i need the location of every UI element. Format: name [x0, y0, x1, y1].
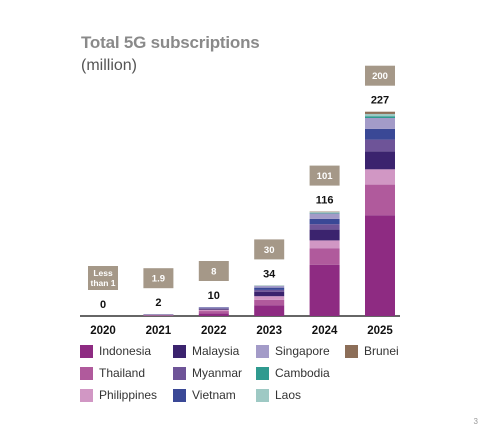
bar-segment-vietnam-2025 [365, 128, 395, 140]
x-tick-label: 2024 [312, 325, 338, 337]
bar-segment-indonesia-2025 [365, 215, 395, 316]
bar-segment-cambodia-2024 [309, 212, 340, 214]
bar-segment-myanmar-2025 [365, 139, 395, 152]
legend-swatch [80, 388, 93, 402]
legend-swatch [173, 344, 186, 358]
bar-segment-vietnam-2022 [198, 307, 229, 309]
legend-swatch [80, 366, 93, 380]
legend-label: Thailand [99, 366, 146, 380]
badge [309, 165, 340, 186]
legend-swatch [173, 388, 186, 402]
legend-label: Laos [275, 388, 302, 402]
bar-segment-malaysia-2024 [309, 229, 340, 241]
badge [365, 65, 395, 86]
bar-segment-singapore-2022 [198, 307, 229, 308]
bar-segment-philippines-2022 [198, 309, 229, 312]
x-tick-label: 2025 [367, 325, 393, 337]
legend-item-laos: Laos [256, 388, 301, 402]
bar-segment-laos-2024 [309, 212, 340, 213]
legend-item-cambodia: Cambodia [256, 366, 330, 380]
total-label: 227 [371, 95, 389, 107]
bar-segment-philippines-2025 [365, 169, 395, 185]
bar-segment-cambodia-2025 [365, 116, 395, 118]
badge [88, 266, 118, 290]
legend-label: Vietnam [192, 388, 236, 402]
legend-swatch [256, 388, 269, 402]
badge [254, 239, 285, 260]
legend-item-indonesia: Indonesia [80, 344, 151, 358]
badge-label: 200 [372, 71, 388, 82]
legend-swatch [256, 366, 269, 380]
legend-item-myanmar: Myanmar [173, 366, 242, 380]
legend-item-thailand: Thailand [80, 366, 145, 380]
x-tick-label: 2021 [146, 325, 172, 337]
bar-segment-myanmar-2023 [254, 289, 285, 292]
legend-swatch [80, 344, 93, 358]
legend-item-philippines: Philippines [80, 388, 157, 402]
x-tick-label: 2022 [201, 325, 227, 337]
badge-label: Less [93, 268, 113, 278]
x-tick-label: 2020 [90, 325, 116, 337]
bar-segment-malaysia-2023 [254, 291, 285, 297]
legend-label: Indonesia [99, 344, 152, 358]
bar-segment-vietnam-2024 [309, 218, 340, 225]
legend-label: Singapore [275, 344, 330, 358]
legend-item-vietnam: Vietnam [173, 388, 236, 402]
chart-title: Total 5G subscriptions [81, 33, 260, 52]
legend-label: Philippines [99, 388, 158, 402]
bar-segment-indonesia-2022 [198, 313, 229, 316]
bar-segment-malaysia-2025 [365, 151, 395, 170]
badge-label: 8 [211, 267, 216, 278]
x-tick-label: 2023 [256, 325, 282, 337]
bar-segment-brunei-2025 [365, 111, 395, 114]
total-label: 0 [100, 299, 106, 311]
bar-segment-thailand-2023 [254, 299, 285, 306]
bar-segment-malaysia-2022 [198, 308, 229, 310]
badge-label: 1.9 [152, 274, 165, 285]
bar-segment-vietnam-2023 [254, 287, 285, 290]
badge-label: 101 [317, 171, 334, 182]
legend-swatch [345, 344, 358, 358]
bar-segment-thailand-2024 [309, 248, 340, 265]
legend-label: Myanmar [192, 366, 243, 380]
total-label: 10 [208, 290, 220, 302]
badge-label: 30 [264, 245, 275, 256]
bar-segment-myanmar-2022 [198, 308, 229, 309]
total-label: 34 [263, 268, 276, 280]
bar-segment-singapore-2025 [365, 118, 395, 129]
legend-label: Brunei [364, 344, 399, 358]
legend-item-brunei: Brunei [345, 344, 399, 358]
legend-swatch [173, 366, 186, 380]
legend-swatch [256, 344, 269, 358]
badge-label: than 1 [90, 278, 115, 288]
total-label: 2 [155, 297, 161, 309]
page-number: 3 [473, 417, 478, 426]
bar-segment-indonesia-2024 [309, 264, 340, 316]
bar-segment-laos-2025 [365, 113, 395, 117]
legend-item-singapore: Singapore [256, 344, 330, 358]
legend-label: Cambodia [275, 366, 330, 380]
bar-segment-thailand-2025 [365, 184, 395, 216]
bar-segment-thailand-2022 [198, 311, 229, 314]
chart-subtitle: (million) [81, 57, 137, 74]
legend-item-malaysia: Malaysia [173, 344, 239, 358]
legend-label: Malaysia [192, 344, 240, 358]
legend: Indonesia Thailand Philippines Malaysia … [80, 344, 440, 408]
bar-segment-philippines-2024 [309, 240, 340, 249]
total-label: 116 [316, 195, 334, 207]
bar-segment-brunei-2024 [309, 211, 340, 213]
badge [143, 268, 174, 289]
bar-segment-philippines-2023 [254, 296, 285, 300]
bar-segment-myanmar-2024 [309, 224, 340, 230]
bar-segment-singapore-2023 [254, 285, 285, 288]
bar-segment-singapore-2024 [309, 213, 340, 219]
bar-segment-indonesia-2023 [254, 305, 285, 316]
badge [198, 261, 229, 281]
